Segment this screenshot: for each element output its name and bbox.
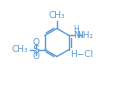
Text: H: H — [73, 25, 79, 34]
Text: O: O — [33, 52, 40, 61]
Text: N: N — [73, 31, 80, 40]
Text: S: S — [33, 45, 40, 54]
Text: H−Cl: H−Cl — [70, 50, 93, 59]
Text: CH₃: CH₃ — [12, 45, 29, 54]
Text: CH₃: CH₃ — [49, 11, 65, 20]
Text: O: O — [33, 38, 40, 47]
Text: NH₂: NH₂ — [76, 31, 93, 40]
